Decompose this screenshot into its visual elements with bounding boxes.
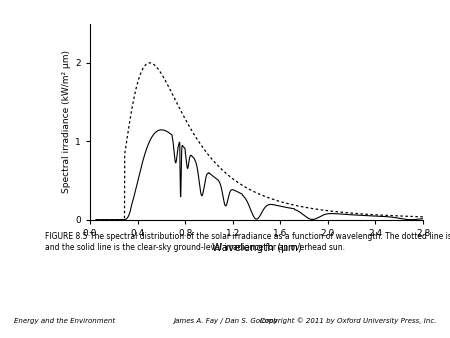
Text: Energy and the Environment: Energy and the Environment [14, 318, 115, 324]
Y-axis label: Spectral irradiance (kW/m² μm): Spectral irradiance (kW/m² μm) [62, 50, 71, 193]
Text: FIGURE 8.5 The spectral distribution of the solar irradiance as a function of wa: FIGURE 8.5 The spectral distribution of … [45, 232, 450, 252]
X-axis label: Wavelength (μm): Wavelength (μm) [212, 243, 302, 253]
Text: Copyright © 2011 by Oxford University Press, Inc.: Copyright © 2011 by Oxford University Pr… [260, 318, 436, 324]
Text: James A. Fay / Dan S. Golomb: James A. Fay / Dan S. Golomb [173, 318, 277, 324]
